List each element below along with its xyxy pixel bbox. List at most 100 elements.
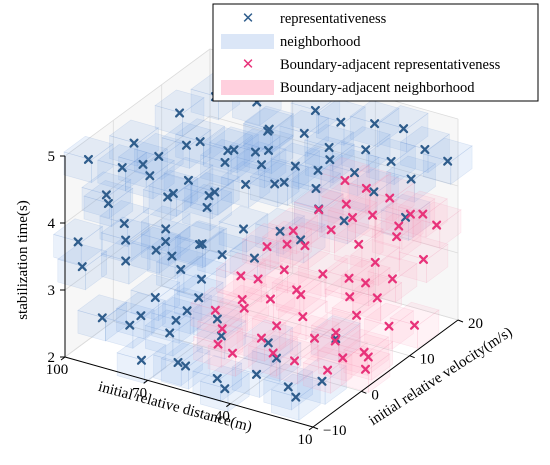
neighborhood-box-top [117, 140, 169, 166]
boundary-neighborhood-box-top [236, 314, 287, 339]
boundary-representativeness-point-stroke-b [239, 303, 249, 313]
representativeness-point [165, 328, 175, 338]
neighborhood-box-front [231, 366, 261, 398]
boundary-representativeness-point [352, 310, 362, 320]
neighborhood-box-top [57, 243, 108, 268]
representativeness-point [125, 320, 135, 330]
boundary-neighborhood-box-front [311, 324, 340, 357]
boundary-neighborhood-box-front [259, 262, 288, 294]
tick-labels: 100 70 40 10 −10 0 10 20 2 3 4 5 [46, 149, 483, 448]
boundary-neighborhood-box-side [368, 267, 391, 307]
boundary-neighborhood-box-top [367, 255, 418, 280]
boundary-representativeness-point-stroke-b [344, 273, 354, 283]
representativeness-point [101, 190, 111, 200]
y-tick-label: −10 [323, 423, 346, 439]
boundary-representativeness-point [361, 183, 371, 193]
boundary-representativeness-point [262, 242, 272, 252]
boundary-neighborhood-box-top [389, 301, 440, 326]
legend-entry-boundary-representativeness: ✕ Boundary-adjacent representativeness [242, 55, 501, 73]
representativeness-point [263, 145, 274, 156]
boundary-representativeness-point [309, 333, 320, 343]
representativeness-point [173, 357, 183, 368]
boundary-representativeness-point [331, 328, 341, 338]
neighborhood-box-top [329, 149, 380, 174]
boundary-representativeness-point-stroke-b [268, 348, 278, 358]
boundary-representativeness-point [345, 292, 355, 302]
boundary-representativeness-point-stroke-b [385, 193, 395, 203]
neighborhood-box [378, 105, 429, 153]
representativeness-point [121, 235, 131, 245]
neighborhood-box-top [378, 105, 429, 130]
boundary-representativeness-point-stroke-b [432, 220, 442, 230]
boundary-representativeness-point-stroke-b [262, 242, 272, 252]
boundary-representativeness-point-stroke-b [352, 310, 362, 320]
boundary-neighborhood-box [233, 255, 284, 303]
boundary-representativeness-point [432, 220, 442, 230]
neighborhood-box-front [101, 253, 130, 285]
neighborhood-box-top [243, 319, 294, 344]
neighborhood-box-side [225, 238, 247, 279]
neighborhood-box-front [291, 180, 320, 212]
representativeness-point-stroke-b [291, 392, 301, 402]
representativeness-point [220, 384, 230, 394]
representativeness-point [325, 155, 335, 165]
neighborhood-box-side [332, 143, 355, 184]
boundary-neighborhood-box-front [207, 345, 236, 377]
neighborhood-box-side [105, 301, 127, 342]
representativeness-point [310, 105, 320, 116]
boundary-representativeness-point [418, 254, 429, 264]
representativeness-point-stroke-b [256, 160, 267, 170]
boundary-neighborhood-box-side [359, 299, 382, 339]
representativeness-point-stroke-b [212, 314, 222, 324]
neighborhood-box-top [236, 141, 287, 166]
neighborhood-box-side [152, 159, 175, 200]
representativeness-point-stroke-b [195, 137, 205, 147]
neighborhood-box-front [255, 223, 284, 255]
back-pane [210, 49, 458, 320]
neighborhood-box-side [346, 204, 369, 245]
neighborhood-box-front [197, 246, 226, 279]
representativeness-point-stroke-b [420, 144, 430, 155]
boundary-representativeness-point [300, 241, 310, 251]
neighborhood-box-top [77, 294, 128, 319]
representativeness-point-stroke-b [220, 157, 230, 168]
neighborhood-box [270, 373, 321, 421]
representativeness-point [194, 293, 204, 303]
neighborhood-box-front [154, 105, 183, 137]
neighborhood-box-side [279, 342, 302, 382]
representativeness-point [290, 161, 300, 171]
boundary-neighborhood-box [340, 345, 391, 393]
representativeness-point-stroke-b [263, 338, 273, 348]
boundary-neighborhood-box-side [296, 214, 319, 255]
representativeness-point-stroke-b [168, 188, 178, 198]
representativeness-point-stroke-b [77, 262, 87, 272]
neighborhood-box [161, 121, 212, 169]
neighborhood-box-side [321, 193, 344, 233]
representativeness-point [399, 124, 409, 134]
neighborhood-box-top [176, 255, 227, 280]
neighborhood-box-side [211, 179, 234, 220]
representativeness-point [311, 183, 321, 194]
neighborhood-box-side [287, 166, 309, 207]
neighborhood-box-front [99, 215, 128, 248]
boundary-representativeness-point [256, 333, 267, 343]
representativeness-point-stroke-b [325, 155, 335, 165]
neighborhood-box-side [227, 372, 250, 413]
neighborhood-box-side [291, 370, 314, 411]
neighborhood-box-top [192, 355, 243, 380]
neighborhood-box-side [377, 107, 400, 148]
representativeness-point-stroke-b [217, 250, 227, 260]
neighborhood-box-top [275, 216, 326, 241]
boundary-neighborhood-box-front [289, 330, 319, 362]
representativeness-point [121, 256, 131, 266]
legend: ✕ representativeness neighborhood ✕ Boun… [212, 3, 539, 102]
neighborhood-box-top [243, 126, 294, 152]
boundary-representativeness-point-stroke-b [340, 175, 350, 186]
boundary-neighborhood-box-top [350, 238, 401, 264]
neighborhood-box-side [182, 97, 205, 137]
representativeness-point-stroke-b [271, 353, 282, 363]
representativeness-point-stroke-b [83, 154, 93, 165]
neighborhood-box-front [236, 156, 266, 189]
boundary-neighborhood-box-side [321, 193, 344, 234]
neighborhood-box-front [147, 248, 176, 280]
